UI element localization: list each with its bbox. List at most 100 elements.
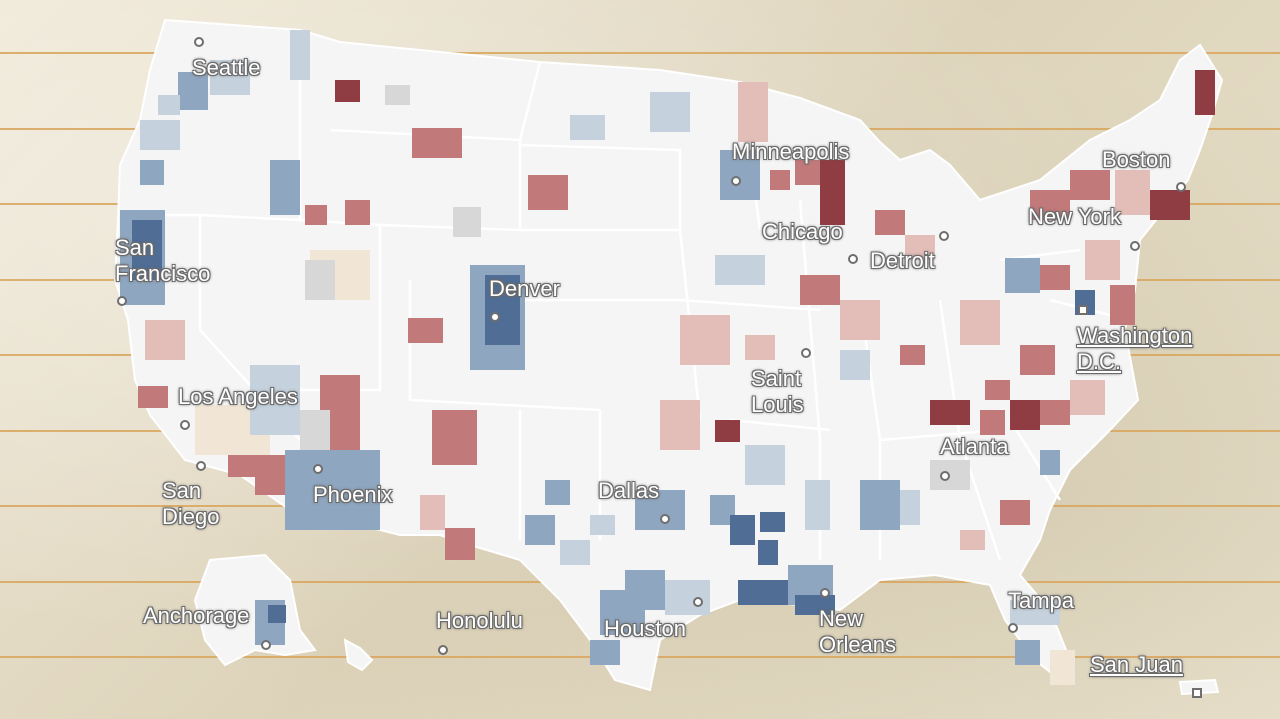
city-marker[interactable] [438, 645, 448, 655]
city-marker[interactable] [117, 296, 127, 306]
region [178, 72, 208, 110]
region [960, 530, 985, 550]
region [138, 386, 168, 408]
city-marker[interactable] [1192, 688, 1202, 698]
region-overlays [120, 30, 1215, 685]
region [525, 515, 555, 545]
region [485, 275, 520, 345]
city-marker[interactable] [1176, 182, 1186, 192]
city-label: New Orleans [819, 606, 897, 657]
region [900, 345, 925, 365]
region [445, 528, 475, 560]
region [715, 255, 765, 285]
city-label: Detroit [870, 248, 935, 273]
region [305, 205, 327, 225]
region [420, 495, 445, 530]
region [300, 410, 330, 450]
city-label-link[interactable]: San Juan [1090, 652, 1183, 677]
region [745, 335, 775, 360]
region [985, 380, 1010, 400]
city-marker[interactable] [1078, 305, 1088, 315]
region [255, 455, 290, 495]
region [720, 150, 760, 200]
city-label: Tampa [1008, 588, 1075, 613]
city-label-link[interactable]: Washington D.C. [1077, 323, 1193, 374]
region [412, 128, 462, 158]
region [820, 160, 845, 225]
city-marker[interactable] [801, 348, 811, 358]
region [1050, 650, 1075, 685]
region [1000, 500, 1030, 525]
city-label: Saint Louis [751, 366, 804, 417]
region [210, 60, 250, 95]
region [590, 515, 615, 535]
region [980, 410, 1005, 435]
region [385, 85, 410, 105]
region [228, 455, 258, 477]
city-marker[interactable] [196, 461, 206, 471]
region [1015, 640, 1040, 665]
region [408, 318, 443, 343]
region [660, 400, 700, 450]
region [1070, 380, 1105, 415]
city-label: Seattle [192, 55, 261, 80]
region [930, 460, 970, 490]
city-marker[interactable] [1008, 623, 1018, 633]
region [650, 92, 690, 132]
region [432, 410, 477, 465]
region [1070, 170, 1110, 200]
region [1005, 258, 1040, 293]
region [1020, 345, 1055, 375]
region [335, 80, 360, 102]
hawaii-land [343, 638, 374, 672]
region [1195, 70, 1215, 115]
city-marker[interactable] [1130, 241, 1140, 251]
city-label: San Francisco [115, 235, 211, 286]
city-marker[interactable] [490, 312, 500, 322]
region [1115, 170, 1150, 215]
region [738, 82, 768, 142]
region [635, 490, 685, 530]
region [840, 300, 880, 340]
city-marker[interactable] [180, 420, 190, 430]
city-label: Anchorage [143, 603, 250, 628]
region [1085, 240, 1120, 280]
region [140, 160, 164, 185]
region [145, 320, 185, 360]
city-marker[interactable] [313, 464, 323, 474]
region [680, 315, 730, 365]
region [900, 490, 920, 525]
city-marker[interactable] [693, 597, 703, 607]
region [1010, 600, 1060, 625]
region [140, 120, 180, 150]
city-marker[interactable] [194, 37, 204, 47]
city-label: Honolulu [436, 608, 523, 633]
city-label: Denver [489, 276, 560, 301]
region [1040, 265, 1070, 290]
region [132, 220, 162, 280]
region [665, 580, 710, 615]
city-marker[interactable] [940, 471, 950, 481]
region [840, 350, 870, 380]
region [760, 512, 785, 532]
region [345, 200, 370, 225]
city-marker[interactable] [939, 231, 949, 241]
city-marker[interactable] [820, 588, 830, 598]
region [528, 175, 568, 210]
region [930, 400, 970, 425]
region [453, 207, 481, 237]
city-label: Dallas [598, 478, 660, 503]
region [715, 420, 740, 442]
city-label: San Diego [162, 478, 220, 529]
city-marker[interactable] [848, 254, 858, 264]
region [290, 30, 310, 80]
city-marker[interactable] [731, 176, 741, 186]
region [805, 480, 830, 530]
region [1150, 190, 1190, 220]
city-marker[interactable] [660, 514, 670, 524]
region [545, 480, 570, 505]
city-marker[interactable] [261, 640, 271, 650]
region [860, 480, 900, 530]
region [905, 235, 935, 260]
